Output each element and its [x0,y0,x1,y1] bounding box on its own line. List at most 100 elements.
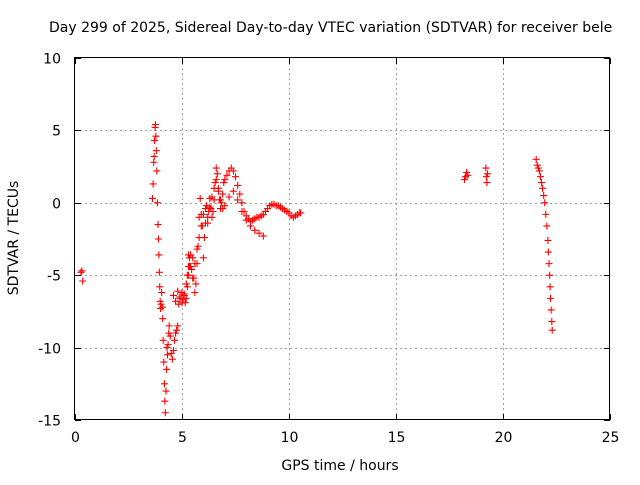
data-point [246,222,254,230]
data-point [234,181,242,189]
data-point [193,245,201,253]
data-point [196,194,204,202]
data-point [543,222,551,230]
data-point [192,280,200,288]
data-point [169,346,177,354]
data-point [151,137,159,145]
data-point [223,171,231,179]
data-point [219,190,227,198]
data-point [165,322,173,330]
data-point [212,164,220,172]
data-point [482,173,490,181]
y-tick-label: 10 [43,52,61,68]
data-point [184,263,192,271]
data-point [161,397,169,405]
data-point [463,168,471,176]
data-point [180,290,188,298]
data-point [542,210,550,218]
data-point [171,336,179,344]
data-point [148,194,156,202]
data-point [211,179,219,187]
data-point [220,179,228,187]
data-point [159,315,167,323]
data-point [164,341,172,349]
data-point [548,318,556,326]
data-point [259,232,267,240]
data-point [209,207,217,215]
data-point [217,196,225,204]
data-point [544,248,552,256]
data-point [155,268,163,276]
x-tick-label: 20 [495,430,513,446]
data-point [484,170,492,178]
data-point [194,242,202,250]
plot-frame [74,57,610,420]
data-point [547,306,555,314]
data-point [79,277,87,285]
data-point [182,280,190,288]
data-point [197,222,205,230]
y-tick-label: 0 [52,197,61,213]
data-point [182,294,190,302]
data-point [185,254,193,262]
data-point [218,199,226,207]
data-point [191,260,199,268]
data-point [545,260,553,268]
data-point [160,358,168,366]
tick-layer: 0 5 10 15 20 25 -15 -10 -5 0 5 10 [38,52,619,447]
data-point [176,294,184,302]
data-point [546,283,554,291]
x-tick-label: 5 [178,430,187,446]
data-point [168,355,176,363]
data-point [221,176,229,184]
data-point [210,184,218,192]
data-point [156,283,164,291]
data-point [174,287,182,295]
data-point [152,147,160,155]
data-point [172,297,180,305]
data-point [255,229,263,237]
data-point [206,203,214,211]
data-point [297,209,305,217]
data-point [203,202,211,210]
data-point [536,173,544,181]
data-point [159,336,167,344]
data-point [547,294,555,302]
x-tick-label: 15 [388,430,406,446]
data-point [175,300,183,308]
data-point [460,176,468,184]
data-point [154,221,162,229]
data-point [154,235,162,243]
data-point [546,271,554,279]
data-point [482,164,490,172]
data-point [183,283,191,291]
data-point [195,234,203,242]
data-point [548,326,556,334]
data-point [158,289,166,297]
data-point [183,271,191,279]
y-tick-label: 5 [52,124,61,140]
data-point [150,152,158,160]
data-point [172,329,180,337]
data-point [189,274,197,282]
y-axis-label: SDTVAR / TECUs [6,181,22,296]
data-point [163,351,171,359]
data-point [153,167,161,175]
x-tick-label: 0 [71,430,80,446]
data-point [199,210,207,218]
data-point [184,251,192,259]
data-point [238,207,246,215]
data-point [213,170,221,178]
data-point [77,268,85,276]
data-point [532,155,540,163]
data-point [234,196,242,204]
data-point [169,291,177,299]
data-point [157,300,165,308]
data-point [225,193,233,201]
x-tick-label: 10 [281,430,299,446]
data-point [204,213,212,221]
data-point [149,180,157,188]
data-point [221,202,229,210]
